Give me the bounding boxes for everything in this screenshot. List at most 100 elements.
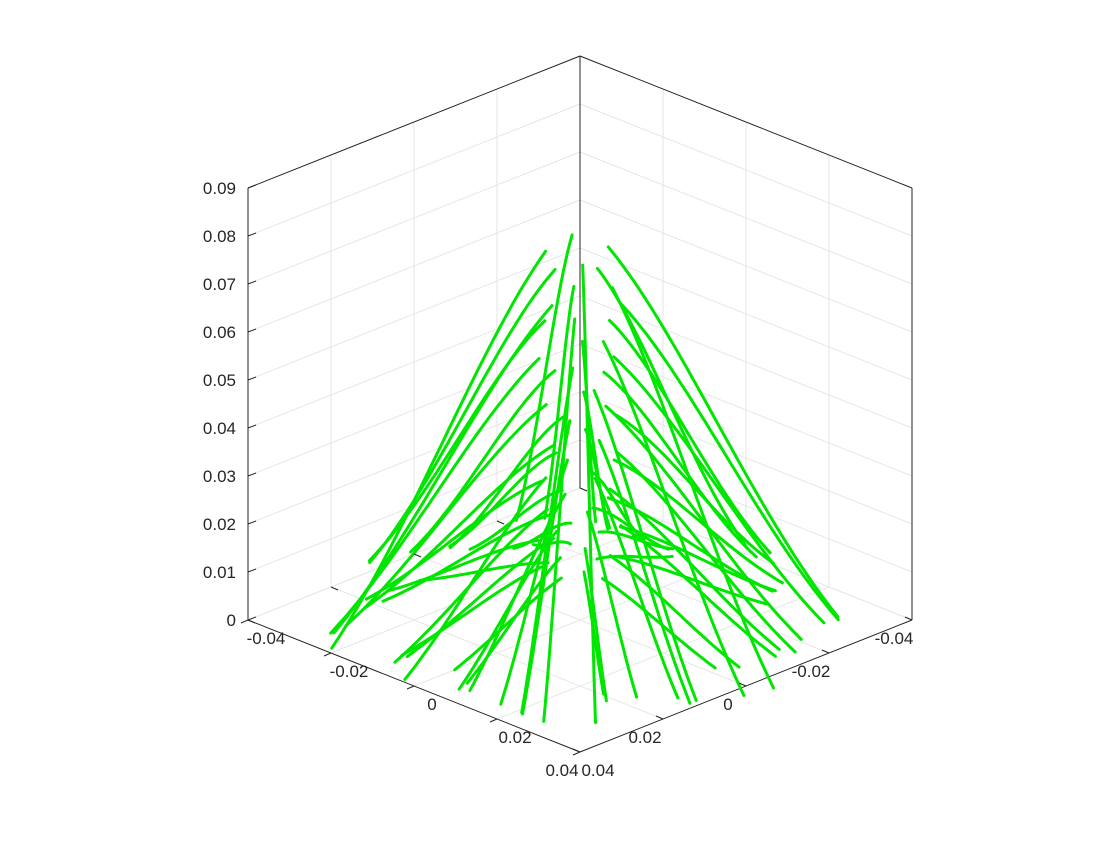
streamline-trace [580,339,598,524]
y-tick [240,619,249,624]
z-tick [247,232,257,237]
z-tick [247,184,257,189]
z-tick [247,568,257,573]
x-tick-label: -0.04 [875,629,914,648]
back-wall-grid-line [579,439,913,573]
side-wall-grid-line [247,343,581,477]
streamline-trace [608,318,772,555]
streamline-trace [364,443,556,609]
floor-grid-line [413,553,747,687]
x-tick [738,682,747,687]
back-wall-grid-line [579,103,913,237]
side-wall-grid-line [247,103,581,237]
z-tick-label: 0.02 [203,515,236,534]
streamline-trace [614,413,775,565]
streamline-trace [608,554,741,669]
x-tick-label: 0 [723,695,732,714]
x-tick [330,586,339,591]
z-tick [247,424,257,429]
x-tick [821,649,830,654]
tick-labels: 0 0.01 0.02 0.03 0.04 0.05 0.06 0.07 0.08 0.09 -0.… [203,179,913,780]
streamline-trace [606,496,774,593]
streamline-trace [593,476,680,700]
streamline-trace [329,357,541,635]
axes-box [247,55,913,753]
back-wall-grid-line [579,199,913,333]
x-tick [572,748,581,753]
streamline-trace [512,521,573,550]
streamline-trace [405,537,555,659]
side-wall-grid-line [247,295,581,429]
y-tick [572,751,581,756]
streamline-trace [543,284,576,520]
streamline-trace [542,317,577,723]
streamline-trace [330,249,548,650]
streamline-trace [613,554,769,606]
y-tick [323,652,332,657]
box-edge [579,55,913,189]
streamline-trace [582,570,606,696]
streamline-trace [531,540,572,547]
z-tick-label: 0.03 [203,467,236,486]
streamline-trace [597,438,692,705]
streamline-trace [612,458,784,585]
y-tick [489,718,498,723]
x-tick-label: 0.02 [628,728,661,747]
x-tick [496,520,505,525]
streamline-trace [367,319,547,563]
x-tick [655,715,664,720]
streamline-trace [585,510,639,699]
streamline-trace [368,268,557,565]
streamline-trace [468,489,564,551]
x-tick-label: -0.02 [792,662,831,681]
z-tick-label: 0 [227,611,236,630]
x-tick [413,553,422,558]
streamline-trace [583,547,608,703]
y-tick-label: 0 [427,695,436,714]
y-tick-label: -0.02 [330,662,369,681]
side-wall-grid-line [247,247,581,381]
back-wall-grid-line [579,151,913,285]
streamline-trace [595,266,747,547]
tick-marks [240,184,913,756]
x-tick-label: 0.04 [545,761,578,780]
z-tick [247,616,257,621]
streamline-trace [581,263,597,724]
streamline-trace [601,577,717,670]
streamline-traces [329,233,840,724]
y-tick [406,685,415,690]
side-wall-grid-line [247,391,581,525]
y-tick-label: -0.04 [247,629,286,648]
side-wall-grid-line [247,151,581,285]
z-tick [247,280,257,285]
streamline-trace [606,245,840,619]
x-tick [904,616,913,621]
streamline-trace [619,302,840,622]
z-tick-label: 0.07 [203,275,236,294]
streamline-trace [595,554,674,561]
z-tick-label: 0.01 [203,563,236,582]
x-tick [247,619,256,624]
z-tick-label: 0.09 [203,179,236,198]
streamline-trace [381,513,551,603]
box-edge [247,55,581,189]
x-tick [579,487,588,492]
floor-grid-line [330,520,664,654]
z-tick [247,328,257,333]
back-wall-grid-line [579,343,913,477]
y-tick-label: 0.02 [498,728,531,747]
streamline-trace [386,538,540,593]
streamline-trace [520,366,575,715]
back-wall-grid-line [579,247,913,381]
z-tick-label: 0.06 [203,323,236,342]
streamline-trace [612,355,826,625]
streamline-trace [364,479,544,601]
z-tick [247,472,257,477]
z-tick-label: 0.04 [203,419,236,438]
z-tick-label: 0.05 [203,371,236,390]
z-tick [247,520,257,525]
y-tick-label: 0.04 [581,761,614,780]
side-wall-grid-line [247,199,581,333]
